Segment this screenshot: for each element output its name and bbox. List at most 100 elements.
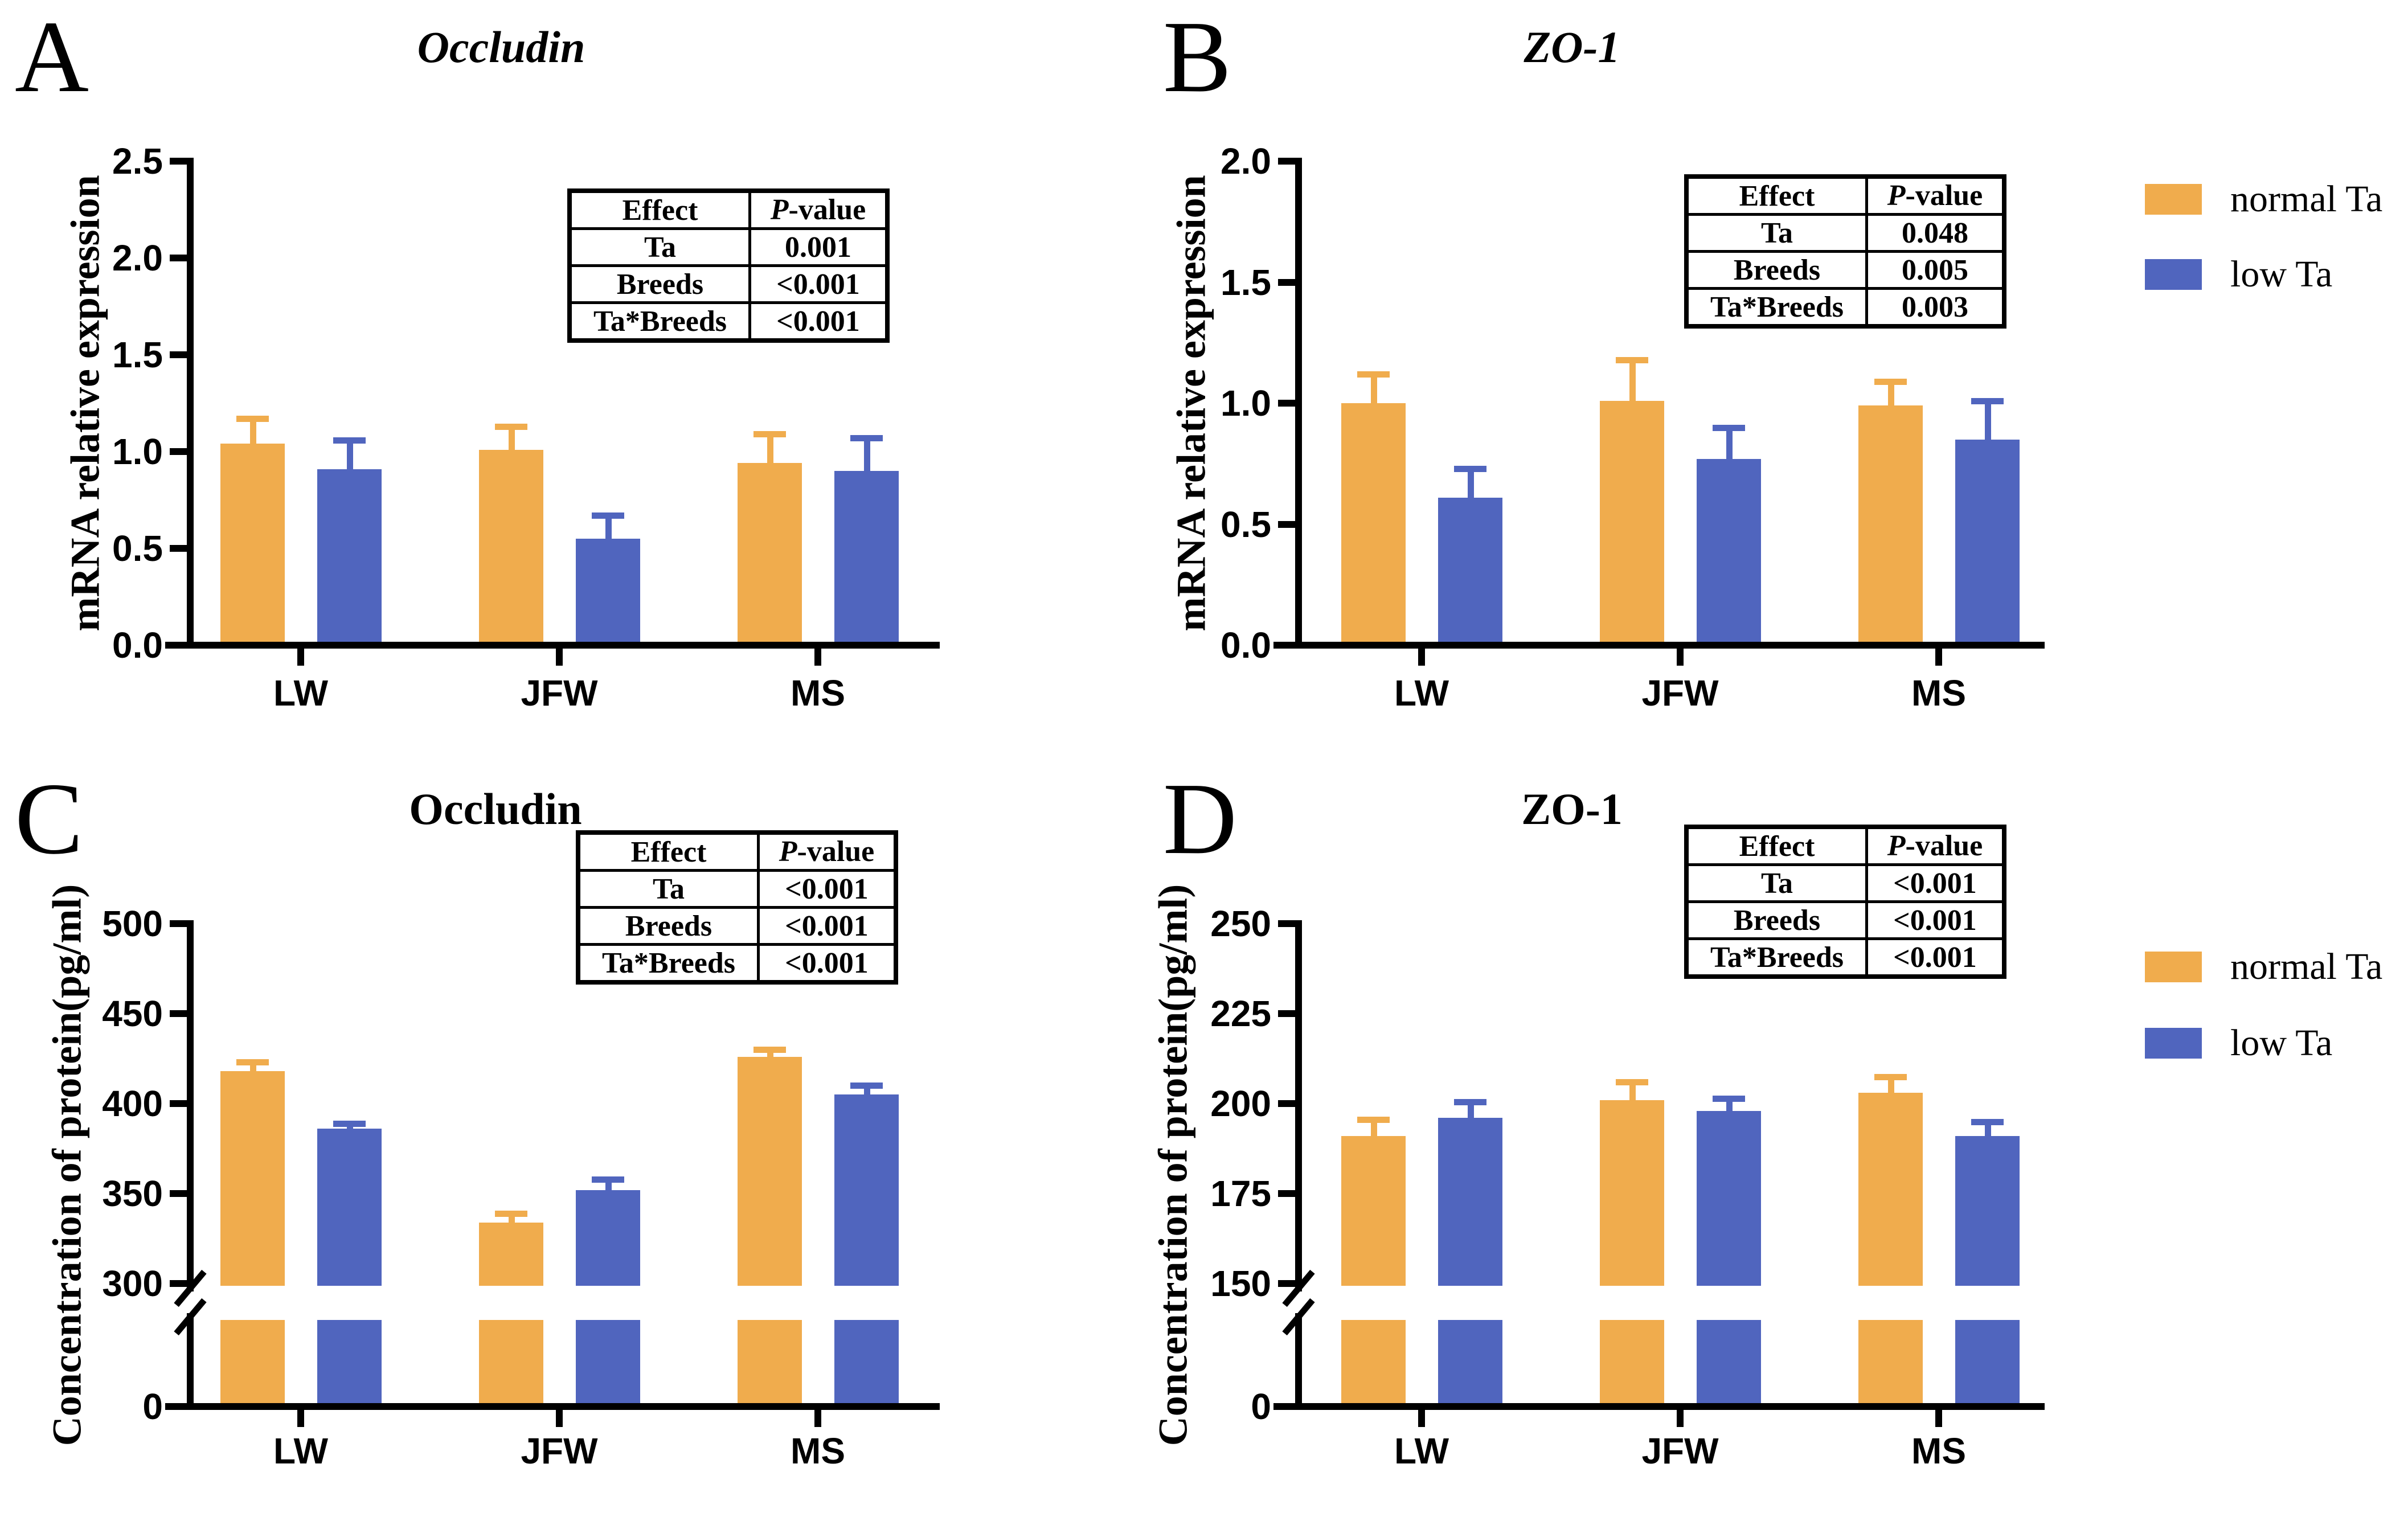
y-axis-upper-D — [1295, 920, 1302, 1291]
stats-row-label: Ta — [576, 869, 760, 909]
y-tick-B-2.0 — [1278, 158, 1295, 165]
y-tick-C-450 — [170, 1010, 187, 1017]
x-axis-B — [1273, 642, 2045, 649]
y-tick-C-300 — [170, 1280, 187, 1287]
x-axis-A — [165, 642, 940, 649]
stats-header-pvalue: P-value — [1865, 175, 2006, 216]
x-tick-A-LW — [297, 649, 304, 666]
error-bar-cap-C-MS-normal — [753, 1047, 786, 1053]
stats-row-value: <0.001 — [1865, 863, 2006, 903]
stats-header-pvalue-text: P-value — [770, 194, 866, 226]
error-bar-stem-D-LW-normal — [1370, 1120, 1377, 1162]
bar-A-JFW-normal — [479, 449, 543, 642]
stats-row-value: 0.003 — [1865, 287, 2006, 328]
error-bar-stem-B-LW-normal — [1370, 374, 1377, 429]
error-bar-cap-B-MS-low — [1971, 397, 2004, 404]
y-tick-B-0.5 — [1278, 520, 1295, 528]
y-tick-label-D-200: 200 — [1210, 1083, 1271, 1124]
bar-stub-C-JFW-low — [576, 1320, 640, 1403]
legend-label-normal-ta: normal Ta — [2230, 946, 2383, 987]
y-tick-label-D-150: 150 — [1210, 1263, 1271, 1304]
y-tick-label-A-0.0: 0.0 — [112, 625, 163, 666]
stats-header-effect: Effect — [576, 831, 760, 872]
stats-row-value: <0.001 — [748, 301, 889, 342]
stats-header-effect: Effect — [568, 189, 751, 230]
x-tick-A-MS — [814, 649, 821, 666]
x-tick-A-JFW — [556, 649, 563, 666]
y-tick-label-C-0: 0 — [142, 1386, 163, 1427]
panel-d-stats-table: Effect P-value Ta <0.001 Breeds <0.001 T… — [1684, 825, 2006, 979]
stats-row-label: Ta — [568, 227, 751, 267]
error-bar-cap-A-JFW-low — [592, 512, 624, 519]
y-tick-label-B-1.5: 1.5 — [1221, 261, 1271, 303]
stats-row-value: <0.001 — [757, 943, 898, 984]
y-tick-D-0 — [1278, 1403, 1295, 1410]
error-bar-cap-B-JFW-normal — [1616, 356, 1648, 363]
y-tick-label-A-2.5: 2.5 — [112, 141, 163, 182]
stats-row-value: 0.048 — [1865, 213, 2006, 253]
error-bar-cap-A-LW-normal — [236, 416, 269, 423]
error-bar-stem-B-JFW-normal — [1629, 359, 1636, 427]
panel-b-title: ZO-1 — [1524, 22, 1620, 72]
error-bar-stem-B-MS-normal — [1887, 381, 1894, 432]
y-tick-label-D-225: 225 — [1210, 993, 1271, 1034]
y-tick-label-C-500: 500 — [102, 903, 163, 944]
y-tick-label-B-2.0: 2.0 — [1221, 141, 1271, 182]
y-tick-label-C-350: 350 — [102, 1173, 163, 1214]
x-category-label-A-MS: MS — [791, 673, 845, 714]
bar-B-MS-low — [1955, 439, 2020, 642]
error-bar-cap-A-MS-normal — [753, 431, 786, 438]
panel-c-stats-table: Effect P-value Ta <0.001 Breeds <0.001 T… — [576, 830, 898, 985]
y-tick-D-175 — [1278, 1190, 1295, 1197]
y-axis-lower-C — [187, 1313, 194, 1410]
stats-row-value: <0.001 — [748, 264, 889, 304]
x-tick-B-MS — [1935, 649, 1942, 666]
bar-stub-D-MS-normal — [1858, 1320, 1923, 1403]
stats-row-label: Ta — [1685, 863, 1868, 903]
bar-stub-D-MS-low — [1955, 1320, 2020, 1403]
y-tick-label-D-175: 175 — [1210, 1173, 1271, 1214]
x-category-label-A-JFW: JFW — [521, 673, 598, 714]
legend-label-low-ta: low Ta — [2230, 253, 2333, 295]
stats-header-pvalue-text: P-value — [1887, 179, 1983, 212]
panel-letter-d: D — [1163, 762, 1237, 875]
error-bar-stem-D-JFW-normal — [1629, 1082, 1636, 1126]
stats-row-value: 0.001 — [748, 227, 889, 267]
y-tick-A-1.5 — [170, 351, 187, 358]
error-bar-cap-D-MS-low — [1971, 1118, 2004, 1125]
panel-d-title: ZO-1 — [1521, 784, 1623, 834]
y-axis-A — [187, 158, 194, 649]
bar-stub-D-JFW-normal — [1600, 1320, 1664, 1403]
error-bar-cap-D-LW-normal — [1357, 1117, 1390, 1124]
error-bar-stem-D-MS-low — [1984, 1121, 1991, 1162]
panel-b-stats-table: Effect P-value Ta 0.048 Breeds 0.005 Ta*… — [1684, 174, 2006, 329]
stats-header-pvalue-text: P-value — [1887, 830, 1983, 862]
bar-C-LW-normal — [220, 1071, 285, 1286]
bar-A-MS-low — [834, 471, 899, 642]
bar-stub-C-MS-normal — [738, 1320, 802, 1403]
x-tick-C-LW — [297, 1410, 304, 1427]
y-tick-A-0.5 — [170, 545, 187, 552]
error-bar-stem-A-LW-low — [346, 440, 353, 495]
error-bar-cap-D-JFW-normal — [1616, 1079, 1648, 1086]
y-tick-C-500 — [170, 920, 187, 927]
error-bar-cap-C-LW-normal — [236, 1059, 269, 1066]
stats-row-value: 0.005 — [1865, 250, 2006, 290]
panel-letter-b: B — [1163, 0, 1232, 113]
bar-C-LW-low — [317, 1129, 382, 1286]
x-category-label-C-LW: LW — [273, 1430, 328, 1471]
legend-swatch-normal-ta — [2145, 952, 2202, 982]
y-tick-label-C-450: 450 — [102, 993, 163, 1034]
stats-row-label: Ta*Breeds — [576, 943, 760, 984]
error-bar-stem-D-LW-low — [1467, 1101, 1474, 1144]
y-tick-label-A-0.5: 0.5 — [112, 528, 163, 569]
x-tick-C-JFW — [556, 1410, 563, 1427]
panel-d-ylabel: Concentration of protein(pg/ml) — [1150, 884, 1196, 1446]
legend-swatch-normal-ta — [2145, 184, 2202, 215]
y-tick-A-1.0 — [170, 448, 187, 455]
stats-row-label: Ta*Breeds — [1685, 937, 1868, 978]
y-tick-label-D-250: 250 — [1210, 903, 1271, 944]
y-tick-B-1.0 — [1278, 400, 1295, 407]
stats-header-pvalue: P-value — [1865, 825, 2006, 866]
